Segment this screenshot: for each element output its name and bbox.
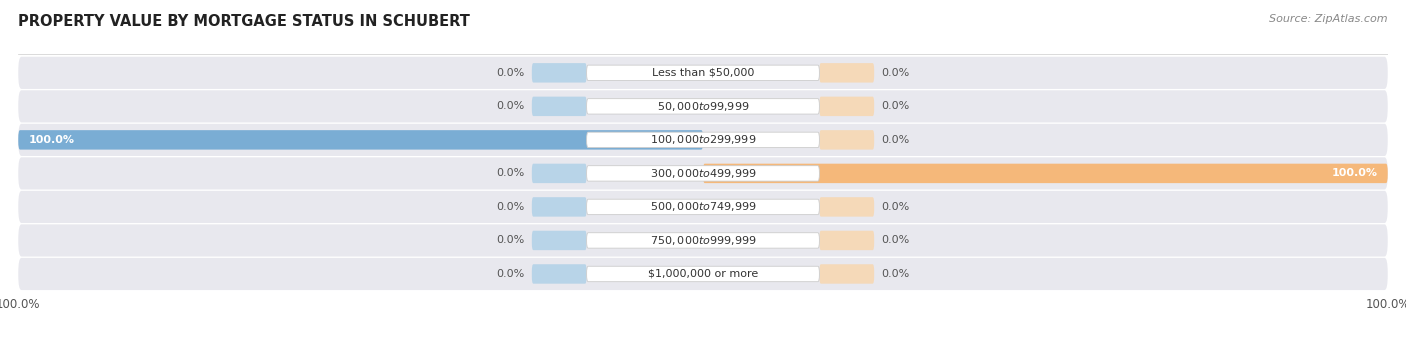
Legend: Without Mortgage, With Mortgage: Without Mortgage, With Mortgage xyxy=(574,336,832,340)
Text: 100.0%: 100.0% xyxy=(1331,168,1378,179)
FancyBboxPatch shape xyxy=(531,63,586,83)
FancyBboxPatch shape xyxy=(586,233,820,248)
FancyBboxPatch shape xyxy=(18,130,703,150)
Text: 0.0%: 0.0% xyxy=(882,101,910,112)
Text: $750,000 to $999,999: $750,000 to $999,999 xyxy=(650,234,756,247)
FancyBboxPatch shape xyxy=(586,199,820,215)
Text: $50,000 to $99,999: $50,000 to $99,999 xyxy=(657,100,749,113)
Text: $500,000 to $749,999: $500,000 to $749,999 xyxy=(650,200,756,214)
FancyBboxPatch shape xyxy=(820,63,875,83)
FancyBboxPatch shape xyxy=(703,164,1388,183)
Text: 0.0%: 0.0% xyxy=(496,168,524,179)
Text: Source: ZipAtlas.com: Source: ZipAtlas.com xyxy=(1270,14,1388,23)
FancyBboxPatch shape xyxy=(18,258,1388,290)
FancyBboxPatch shape xyxy=(586,65,820,81)
Text: 0.0%: 0.0% xyxy=(882,68,910,78)
FancyBboxPatch shape xyxy=(531,97,586,116)
FancyBboxPatch shape xyxy=(820,231,875,250)
Text: 0.0%: 0.0% xyxy=(496,269,524,279)
Text: $100,000 to $299,999: $100,000 to $299,999 xyxy=(650,133,756,147)
FancyBboxPatch shape xyxy=(586,166,820,181)
FancyBboxPatch shape xyxy=(531,197,586,217)
Text: Less than $50,000: Less than $50,000 xyxy=(652,68,754,78)
Text: 0.0%: 0.0% xyxy=(496,101,524,112)
FancyBboxPatch shape xyxy=(820,130,875,150)
FancyBboxPatch shape xyxy=(586,266,820,282)
FancyBboxPatch shape xyxy=(18,157,1388,189)
Text: 0.0%: 0.0% xyxy=(496,202,524,212)
Text: $300,000 to $499,999: $300,000 to $499,999 xyxy=(650,167,756,180)
FancyBboxPatch shape xyxy=(531,164,586,183)
FancyBboxPatch shape xyxy=(531,264,586,284)
FancyBboxPatch shape xyxy=(820,197,875,217)
Text: $1,000,000 or more: $1,000,000 or more xyxy=(648,269,758,279)
FancyBboxPatch shape xyxy=(18,224,1388,257)
Text: 0.0%: 0.0% xyxy=(882,269,910,279)
FancyBboxPatch shape xyxy=(586,99,820,114)
FancyBboxPatch shape xyxy=(820,264,875,284)
FancyBboxPatch shape xyxy=(18,90,1388,122)
Text: 0.0%: 0.0% xyxy=(496,68,524,78)
Text: PROPERTY VALUE BY MORTGAGE STATUS IN SCHUBERT: PROPERTY VALUE BY MORTGAGE STATUS IN SCH… xyxy=(18,14,470,29)
FancyBboxPatch shape xyxy=(18,124,1388,156)
FancyBboxPatch shape xyxy=(820,97,875,116)
FancyBboxPatch shape xyxy=(18,191,1388,223)
Text: 100.0%: 100.0% xyxy=(28,135,75,145)
Text: 0.0%: 0.0% xyxy=(882,202,910,212)
Text: 0.0%: 0.0% xyxy=(882,135,910,145)
FancyBboxPatch shape xyxy=(18,57,1388,89)
FancyBboxPatch shape xyxy=(531,231,586,250)
FancyBboxPatch shape xyxy=(586,132,820,148)
Text: 0.0%: 0.0% xyxy=(496,235,524,245)
Text: 0.0%: 0.0% xyxy=(882,235,910,245)
